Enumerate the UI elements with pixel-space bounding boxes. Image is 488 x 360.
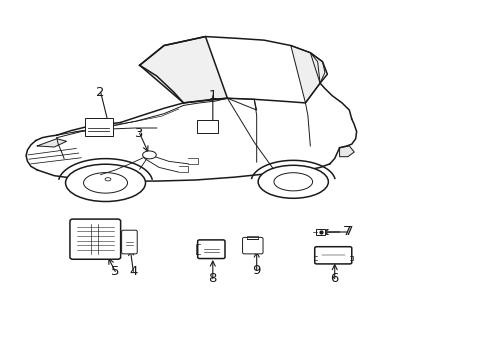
FancyBboxPatch shape: [122, 230, 137, 254]
FancyBboxPatch shape: [196, 121, 218, 133]
FancyBboxPatch shape: [84, 118, 113, 136]
Text: 7: 7: [345, 225, 353, 238]
Ellipse shape: [83, 172, 127, 193]
FancyBboxPatch shape: [70, 219, 121, 259]
Ellipse shape: [273, 173, 312, 191]
Text: 6: 6: [330, 272, 338, 285]
FancyBboxPatch shape: [315, 229, 325, 235]
Polygon shape: [140, 37, 227, 103]
FancyBboxPatch shape: [197, 240, 224, 258]
Text: 8: 8: [208, 272, 217, 285]
Polygon shape: [339, 146, 353, 157]
Ellipse shape: [142, 151, 156, 159]
Text: 1: 1: [208, 89, 217, 102]
Text: 4: 4: [129, 265, 137, 278]
Text: 9: 9: [252, 264, 260, 277]
Polygon shape: [290, 45, 320, 103]
FancyBboxPatch shape: [314, 247, 351, 264]
Text: 7: 7: [342, 225, 350, 238]
Ellipse shape: [258, 165, 328, 198]
Ellipse shape: [105, 178, 111, 181]
FancyBboxPatch shape: [242, 237, 263, 254]
Text: 2: 2: [96, 86, 105, 99]
Text: 5: 5: [111, 265, 119, 278]
Text: 3: 3: [135, 127, 143, 140]
Polygon shape: [310, 53, 325, 83]
Polygon shape: [37, 139, 66, 147]
Ellipse shape: [65, 164, 145, 202]
